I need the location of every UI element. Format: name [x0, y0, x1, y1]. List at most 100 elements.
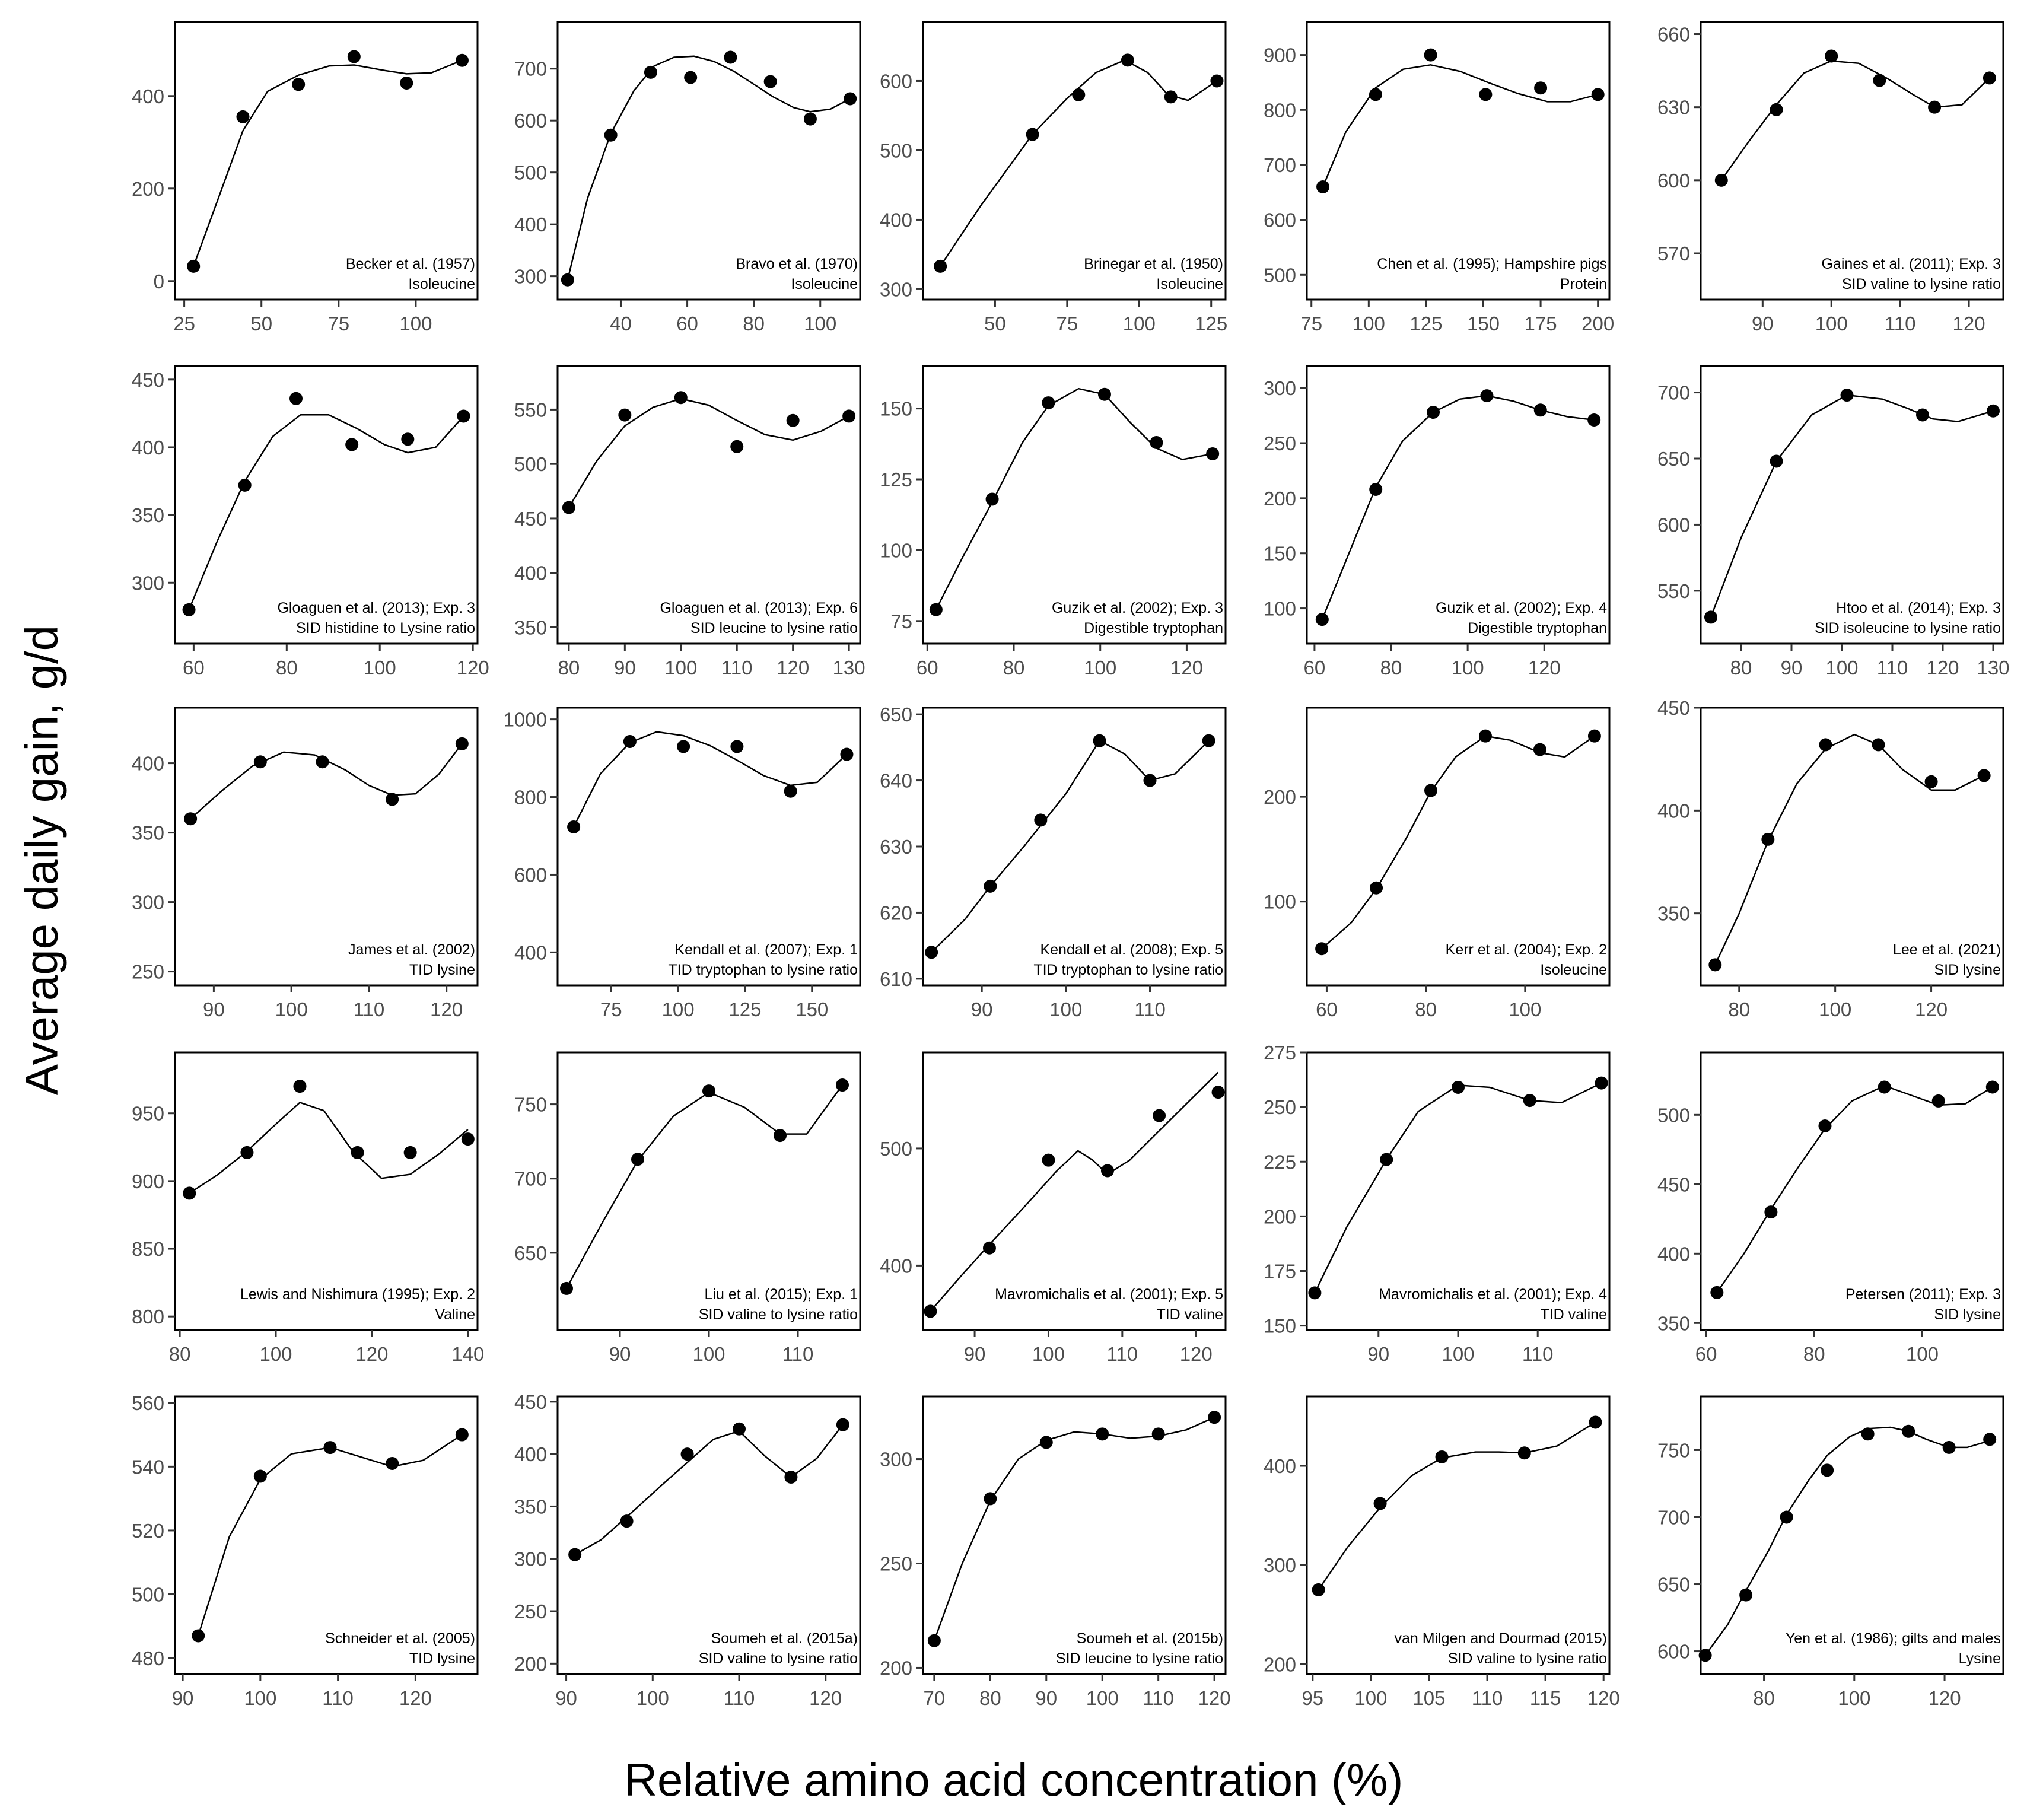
data-point: [1924, 775, 1938, 788]
x-tick-label: 140: [451, 1343, 484, 1365]
y-tick-label: 400: [514, 562, 547, 584]
fitted-curve: [1710, 394, 1994, 618]
y-tick-label: 600: [1657, 170, 1690, 192]
panel-3: 50 75 100 125 300 400 500 600 Brinegar et al. (1…: [880, 21, 1227, 335]
data-point: [192, 1629, 205, 1643]
x-tick-label: 80: [979, 1687, 1001, 1709]
data-point: [1210, 74, 1224, 88]
y-tick-label: 500: [880, 139, 912, 161]
x-tick-label: 50: [250, 313, 272, 335]
panel-title: Lee et al. (2021): [1893, 941, 2001, 958]
panel-subtitle: Valine: [435, 1306, 475, 1323]
fitted-curve: [567, 55, 851, 281]
y-tick-label: 350: [132, 822, 164, 844]
y-tick-label: 700: [514, 58, 547, 80]
panel-title: van Milgen and Dourmad (2015): [1394, 1630, 1607, 1647]
data-point: [292, 78, 306, 91]
panel-frame: [1700, 1051, 2004, 1331]
x-tick-label: 80: [1730, 657, 1752, 679]
y-tick-label: 350: [514, 1496, 547, 1517]
x-tick-label: 100: [364, 657, 396, 679]
x-tick-label: 130: [833, 657, 865, 679]
panel-frame: [1700, 21, 2004, 301]
x-tick-label: 115: [1530, 1687, 1561, 1709]
data-point: [836, 1078, 849, 1092]
y-tick-label: 300: [132, 892, 164, 914]
x-tick-label: 70: [924, 1687, 946, 1709]
panel-frame: [174, 365, 479, 645]
y-tick-label: 550: [1657, 580, 1690, 602]
data-point: [840, 747, 854, 761]
x-tick-label: 80: [276, 657, 298, 679]
data-point: [1517, 1446, 1531, 1460]
panel-12: 75 100 125 150 400 600 800 1000 Kendall et al. (…: [504, 707, 861, 1020]
panel-19: 90 100 110 150 175 200 225 250 275 Mavromichalis …: [1264, 1042, 1611, 1365]
y-tick-label: 630: [880, 836, 912, 858]
x-tick-label: 100: [804, 313, 836, 335]
data-point: [1987, 404, 2000, 418]
panel-9: 60 80 100 120 100 150 200 250 300 Guzik et al. (2…: [1264, 365, 1611, 679]
panel-title: Bravo et al. (1970): [736, 256, 858, 272]
data-point: [1480, 389, 1494, 403]
data-point: [604, 128, 618, 142]
data-point: [1714, 173, 1728, 187]
x-tick-label: 95: [1302, 1687, 1323, 1709]
x-tick-label: 80: [1415, 998, 1437, 1020]
y-tick-label: 250: [1264, 432, 1296, 454]
y-tick-label: 400: [880, 1255, 912, 1277]
y-tick-label: 650: [1657, 1574, 1690, 1596]
panel-subtitle: SID valine to lysine ratio: [1448, 1650, 1607, 1667]
panel-title: Gloaguen et al. (2013); Exp. 3: [277, 600, 475, 616]
x-tick-label: 90: [172, 1687, 194, 1709]
y-tick-label: 100: [1264, 891, 1296, 913]
panel-subtitle: TID valine: [1156, 1306, 1223, 1323]
x-tick-label: 110: [1885, 313, 1916, 335]
x-tick-label: 175: [1525, 313, 1557, 335]
data-point: [461, 1132, 475, 1146]
y-tick-label: 200: [132, 178, 164, 200]
panel-title: Becker et al. (1957): [346, 256, 475, 272]
panel-subtitle: TID lysine: [409, 1650, 475, 1667]
data-point: [623, 734, 637, 748]
panel-20: 60 80 100 350 400 450 500 Petersen (2011); Exp.…: [1657, 1051, 2004, 1365]
x-tick-label: 130: [1977, 657, 2009, 679]
data-point: [1096, 1427, 1109, 1441]
data-point: [403, 1146, 417, 1159]
x-tick-label: 150: [795, 998, 828, 1020]
fitted-curve: [193, 59, 463, 267]
y-tick-label: 550: [514, 399, 547, 421]
fitted-curve: [931, 740, 1210, 953]
y-tick-label: 500: [514, 162, 547, 184]
y-tick-label: 125: [880, 469, 912, 491]
y-tick-label: 480: [132, 1647, 164, 1669]
data-point: [1424, 784, 1438, 797]
x-tick-label: 80: [558, 657, 580, 679]
data-point: [1143, 774, 1157, 787]
x-tick-label: 120: [1198, 1687, 1231, 1709]
panel-subtitle: SID valine to lysine ratio: [1842, 276, 2001, 292]
data-point: [1206, 447, 1220, 461]
x-tick-label: 110: [1143, 1687, 1174, 1709]
data-point: [386, 1456, 399, 1470]
data-point: [1042, 1153, 1055, 1167]
x-tick-label: 75: [327, 313, 349, 335]
y-tick-label: 800: [514, 787, 547, 809]
x-tick-label: 90: [1781, 657, 1803, 679]
x-tick-label: 75: [1300, 313, 1322, 335]
x-tick-label: 120: [1915, 998, 1948, 1020]
x-tick-label: 105: [1412, 1687, 1445, 1709]
x-tick-label: 90: [971, 998, 993, 1020]
y-tick-label: 560: [132, 1392, 164, 1414]
panel-subtitle: TID valine: [1540, 1306, 1607, 1323]
y-tick-label: 400: [514, 1443, 547, 1465]
panel-frame: [922, 1051, 1227, 1331]
x-tick-label: 100: [1906, 1343, 1939, 1365]
panel-subtitle: Isoleucine: [791, 276, 858, 292]
panel-subtitle: TID lysine: [409, 962, 475, 978]
x-tick-label: 90: [1367, 1343, 1389, 1365]
panel-7: 80 90 100 110 120 130 350 400 450 500 550 Gloaguen …: [514, 365, 865, 679]
y-tick-label: 650: [514, 1242, 547, 1264]
y-tick-label: 350: [1657, 903, 1690, 925]
x-tick-label: 60: [1304, 657, 1326, 679]
y-tick-label: 300: [514, 1548, 547, 1570]
